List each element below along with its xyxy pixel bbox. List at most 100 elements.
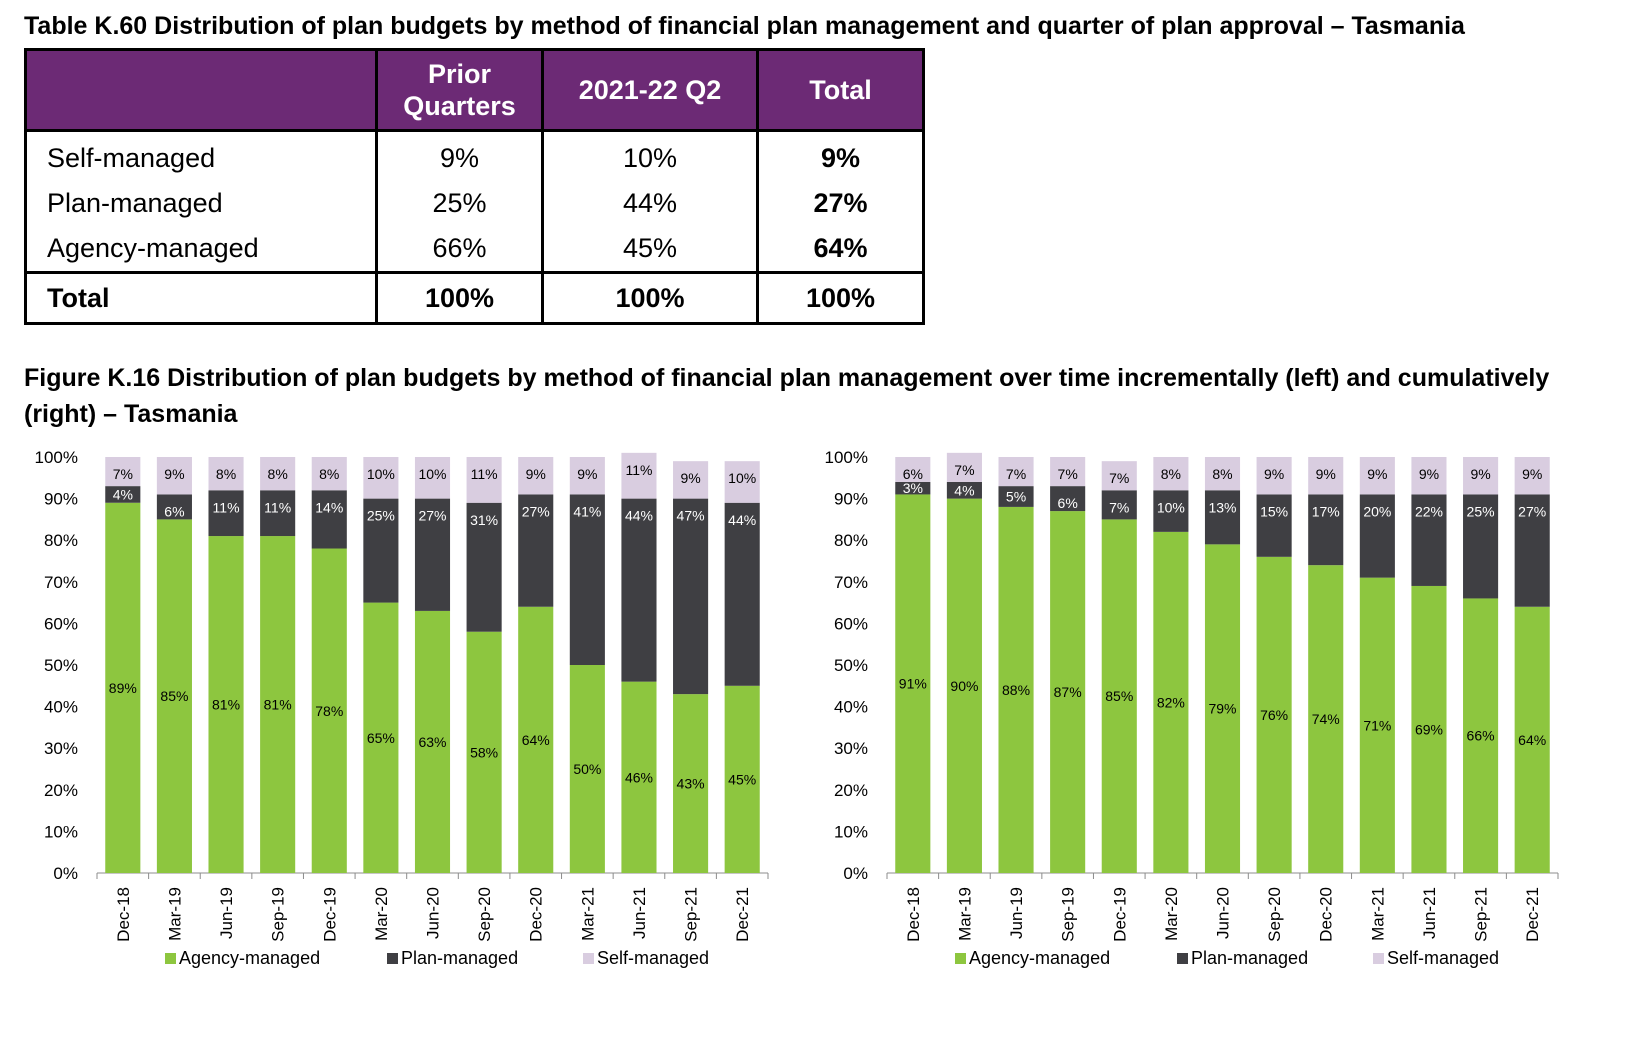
bar-segment-self-managed — [311, 457, 347, 491]
data-label: 7% — [113, 466, 133, 482]
bar-segment-self-managed — [414, 457, 451, 499]
bar-segment-agency-managed — [1411, 585, 1447, 873]
bar-segment-self-managed — [569, 457, 605, 495]
data-label: 44% — [728, 512, 756, 528]
cell-total: 27% — [756, 181, 925, 226]
row-label: Total — [24, 271, 378, 325]
bar-segment-agency-managed — [621, 681, 657, 873]
data-label: 15% — [1260, 503, 1288, 519]
row-label: Plan-managed — [24, 181, 378, 226]
bar-segment-agency-managed — [1050, 511, 1086, 873]
table-row-total: Total 100% 100% 100% — [24, 271, 925, 325]
table-row-agency-managed: Agency-managed 66% 45% 64% — [24, 226, 925, 274]
data-label: 7% — [954, 462, 974, 478]
x-tick-label: Sep-19 — [269, 887, 288, 942]
bar-segment-plan-managed — [946, 481, 982, 499]
data-label: 78% — [315, 703, 343, 719]
x-tick-label: Jun-20 — [1214, 887, 1233, 939]
bar-segment-agency-managed — [414, 610, 451, 873]
y-tick-label: 70% — [44, 573, 78, 592]
table-row-self-managed: Self-managed 9% 10% 9% — [24, 130, 925, 181]
x-tick-label: Mar-20 — [372, 887, 391, 941]
bar-segment-self-managed — [621, 452, 657, 499]
bar-segment-self-managed — [105, 457, 141, 487]
bar-segment-plan-managed — [1411, 494, 1447, 586]
legend-label: Agency-managed — [179, 948, 320, 968]
bar-segment-self-managed — [1204, 457, 1241, 491]
x-tick-label: Dec-21 — [1523, 887, 1542, 942]
y-tick-label: 50% — [834, 656, 868, 675]
bar-segment-agency-managed — [105, 502, 141, 873]
incremental-chart: 0% 10% 20% 30% 40% 50% 60% 70% 80% 90% 100% 89% 4% 7%… — [35, 448, 769, 968]
y-tick-label: 10% — [834, 822, 868, 841]
data-label: 25% — [367, 508, 395, 524]
data-label: 9% — [1522, 466, 1542, 482]
cell-total: 100% — [756, 271, 925, 325]
data-label: 91% — [899, 676, 927, 692]
data-label: 11% — [213, 499, 240, 515]
data-label: 17% — [1312, 503, 1340, 519]
data-label: 27% — [1518, 503, 1546, 519]
data-label: 3% — [903, 480, 923, 496]
bar-segment-self-managed — [1514, 457, 1550, 495]
cell-prior: 100% — [375, 271, 544, 325]
data-label: 58% — [470, 744, 498, 760]
bar-segment-agency-managed — [208, 536, 244, 873]
bar-segment-plan-managed — [518, 494, 554, 607]
legend-swatch — [1177, 953, 1188, 964]
x-tick-label: Sep-21 — [682, 887, 701, 942]
x-tick-label: Mar-20 — [1162, 887, 1181, 941]
y-tick-label: 90% — [44, 490, 78, 509]
data-label: 9% — [1367, 466, 1387, 482]
y-tick-label: 10% — [44, 822, 78, 841]
bar-segment-plan-managed — [1101, 490, 1137, 520]
data-label: 45% — [728, 771, 756, 787]
header-cell-2021-22-q2: 2021-22 Q2 — [541, 48, 759, 132]
bar-segment-agency-managed — [1514, 606, 1550, 873]
bar-segment-self-managed — [466, 457, 502, 503]
bar-segment-agency-managed — [724, 685, 760, 873]
data-label: 11% — [264, 499, 291, 515]
y-tick-label: 0% — [843, 864, 868, 883]
bar-segment-agency-managed — [311, 548, 347, 873]
x-tick-label: Dec-21 — [733, 887, 752, 942]
data-label: 87% — [1054, 684, 1082, 700]
data-label: 81% — [264, 697, 292, 713]
bar-segment-agency-managed — [1463, 598, 1499, 873]
cell-prior: 9% — [375, 130, 544, 181]
y-tick-label: 20% — [44, 781, 78, 800]
data-label: 6% — [164, 503, 184, 519]
bar-segment-agency-managed — [1153, 531, 1189, 873]
data-label: 27% — [522, 503, 550, 519]
cell-q2: 10% — [541, 130, 759, 181]
bar-segment-plan-managed — [1256, 494, 1292, 557]
x-tick-label: Mar-21 — [1368, 887, 1387, 941]
legend-label: Plan-managed — [401, 948, 518, 968]
bar-segment-plan-managed — [208, 490, 244, 537]
header-cell-empty — [24, 48, 378, 132]
y-tick-label: 60% — [44, 614, 78, 633]
data-label: 20% — [1363, 503, 1391, 519]
bar-segment-self-managed — [946, 452, 982, 482]
data-label: 47% — [677, 508, 705, 524]
x-tick-label: Dec-19 — [320, 887, 339, 942]
x-tick-label: Jun-19 — [217, 887, 236, 939]
data-label: 6% — [903, 466, 923, 482]
data-label: 9% — [577, 466, 597, 482]
y-tick-label: 40% — [44, 698, 78, 717]
data-label: 4% — [113, 486, 133, 502]
data-label: 74% — [1312, 711, 1340, 727]
y-tick-label: 100% — [825, 448, 868, 467]
row-label: Self-managed — [24, 130, 378, 181]
bar-segment-self-managed — [1101, 461, 1137, 491]
data-label: 9% — [1316, 466, 1336, 482]
bar-segment-agency-managed — [518, 606, 554, 873]
legend-swatch — [165, 953, 176, 964]
bar-segment-agency-managed — [363, 602, 399, 873]
table-row-plan-managed: Plan-managed 25% 44% 27% — [24, 181, 925, 226]
data-label: 85% — [160, 688, 188, 704]
x-tick-label: Dec-20 — [1317, 887, 1336, 942]
data-label: 41% — [573, 503, 601, 519]
cumulative-chart: 0%10%20%30%40%50%60%70%80%90%100%91%3%6%… — [825, 448, 1559, 968]
x-tick-label: Mar-19 — [165, 887, 184, 941]
